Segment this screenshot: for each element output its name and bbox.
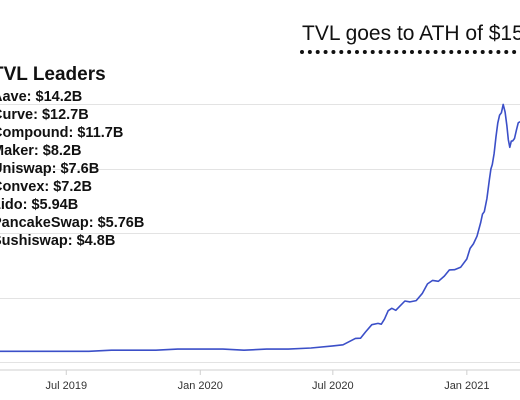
x-tick-label: Jul 2019 [45,380,87,392]
grid-lines [0,104,520,363]
tvl-series-line [0,103,520,353]
leader-item: Compound: $11.7B [0,125,124,141]
x-tick-label: Jul 2020 [312,380,354,392]
leader-item: PancakeSwap: $5.76B [0,215,145,231]
leaders-title: TVL Leaders [0,64,106,85]
leader-item: Uniswap: $7.6B [0,161,100,177]
leader-item: Sushiswap: $4.8B [0,233,116,249]
leader-item: Maker: $8.2B [0,143,82,159]
x-tick-label: Jan 2020 [178,380,223,392]
series-group [0,103,520,353]
tvl-leaders-annotation: TVL Leaders Aave: $14.2B Curve: $12.7B C… [0,64,144,250]
title-underline [300,50,520,54]
x-tick-label: Jan 2021 [444,380,489,392]
x-axis: Jul 2019 Jan 2020 Jul 2020 Jan 2021 [0,369,520,392]
leader-item: Convex: $7.2B [0,179,92,195]
leader-item: Lido: $5.94B [0,197,79,213]
leader-item: Aave: $14.2B [0,89,83,105]
chart-title: TVL goes to ATH of $15 [302,22,520,45]
leader-item: Curve: $12.7B [0,107,89,123]
